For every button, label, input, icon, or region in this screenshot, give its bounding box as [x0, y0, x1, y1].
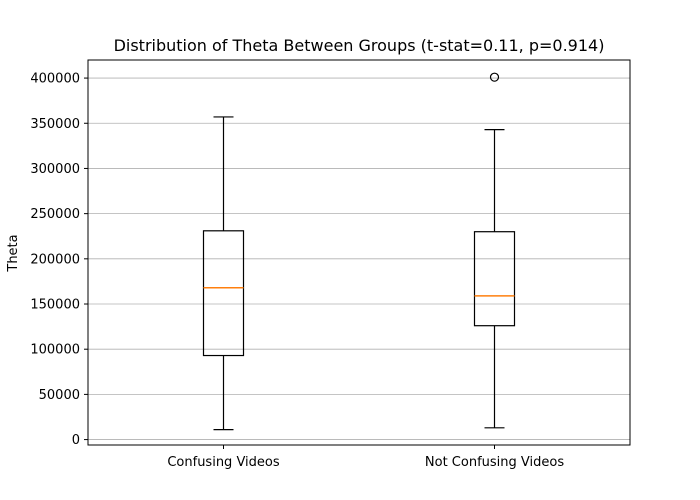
- box-iqr: [202, 230, 245, 357]
- y-tick-label: 350000: [30, 117, 80, 132]
- boxes: [202, 72, 516, 431]
- box-iqr: [473, 231, 516, 327]
- y-tick-label: 300000: [30, 162, 80, 177]
- y-axis-label: Theta: [6, 234, 21, 272]
- y-tick-label: 250000: [30, 207, 80, 222]
- x-tick-label: Confusing Videos: [167, 455, 280, 470]
- y-axis-ticks: 0 50000 100000 150000 200000 250000 300000 3500…: [30, 72, 88, 448]
- y-tick-label: 200000: [30, 252, 80, 267]
- y-tick-label: 50000: [39, 388, 80, 403]
- x-axis-ticks: Confusing Videos Not Confusing Videos: [167, 445, 564, 470]
- plot-area: [88, 60, 630, 445]
- outlier-point: [489, 72, 500, 82]
- chart-title: Distribution of Theta Between Groups (t-…: [114, 36, 605, 55]
- y-tick-label: 0: [72, 433, 80, 448]
- x-tick-label: Not Confusing Videos: [425, 455, 564, 470]
- plot-border: [87, 59, 631, 446]
- y-tick-label: 400000: [30, 72, 80, 87]
- y-tick-label: 100000: [30, 343, 80, 358]
- grid-lines: [88, 77, 630, 440]
- y-tick-label: 150000: [30, 298, 80, 313]
